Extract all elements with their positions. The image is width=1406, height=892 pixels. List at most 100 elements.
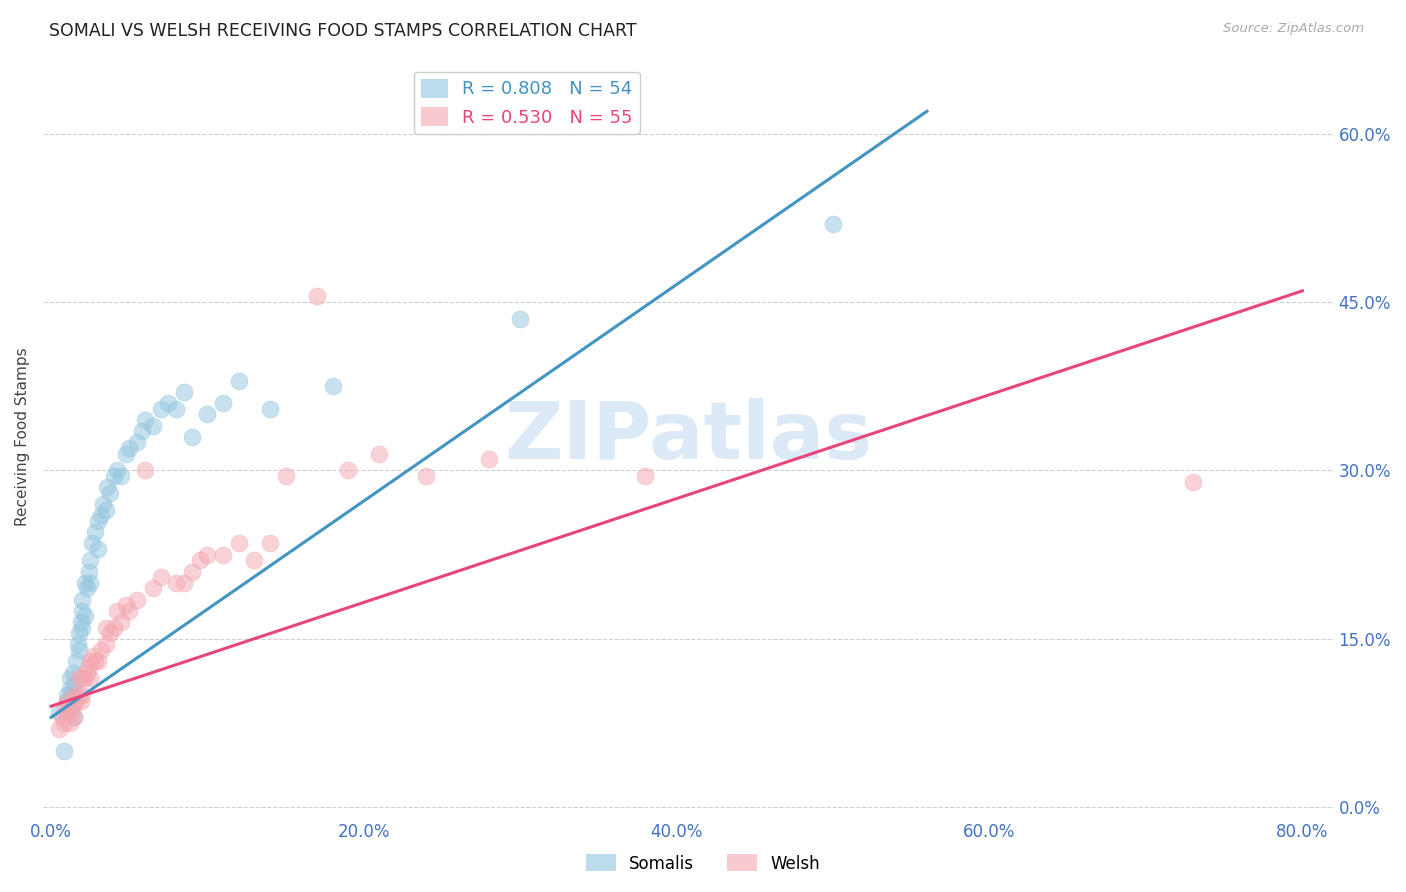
Point: [72, 688, 94, 702]
Point: [134, 463, 156, 477]
Point: [67, 671, 90, 685]
Text: SOMALI VS WELSH RECEIVING FOOD STAMPS CORRELATION CHART: SOMALI VS WELSH RECEIVING FOOD STAMPS CO…: [49, 22, 637, 40]
Point: [59, 682, 82, 697]
Point: [105, 463, 128, 477]
Point: [90, 643, 112, 657]
Point: [65, 693, 87, 707]
Point: [125, 592, 148, 607]
Point: [87, 654, 110, 668]
Point: [79, 671, 101, 685]
Point: [197, 408, 219, 422]
Point: [91, 497, 114, 511]
Point: [55, 705, 77, 719]
Point: [53, 699, 76, 714]
Point: [72, 592, 94, 607]
Y-axis label: Receiving Food Stamps: Receiving Food Stamps: [15, 348, 30, 526]
Point: [197, 548, 219, 562]
Point: [100, 486, 122, 500]
Point: [110, 469, 132, 483]
Point: [83, 654, 105, 668]
Point: [259, 536, 281, 550]
Point: [415, 469, 437, 483]
Point: [103, 621, 125, 635]
Point: [72, 621, 94, 635]
Point: [83, 525, 105, 540]
Point: [63, 688, 86, 702]
Point: [62, 699, 84, 714]
Point: [94, 502, 117, 516]
Point: [105, 604, 128, 618]
Legend: R = 0.808   N = 54, R = 0.530   N = 55: R = 0.808 N = 54, R = 0.530 N = 55: [413, 71, 640, 134]
Point: [87, 514, 110, 528]
Point: [110, 615, 132, 629]
Point: [149, 401, 172, 416]
Point: [48, 705, 70, 719]
Point: [59, 716, 82, 731]
Point: [55, 688, 77, 702]
Legend: Somalis, Welsh: Somalis, Welsh: [579, 847, 827, 880]
Point: [82, 648, 104, 663]
Point: [180, 430, 202, 444]
Point: [142, 582, 165, 596]
Point: [72, 604, 94, 618]
Point: [69, 693, 91, 707]
Point: [212, 396, 235, 410]
Point: [305, 289, 328, 303]
Point: [823, 217, 845, 231]
Point: [72, 671, 94, 685]
Point: [96, 480, 118, 494]
Point: [337, 463, 360, 477]
Point: [165, 401, 187, 416]
Point: [58, 693, 80, 707]
Point: [118, 441, 141, 455]
Point: [94, 621, 117, 635]
Point: [63, 710, 86, 724]
Point: [48, 722, 70, 736]
Point: [243, 553, 266, 567]
Text: ZIPatlas: ZIPatlas: [505, 398, 873, 475]
Point: [274, 469, 297, 483]
Point: [131, 424, 153, 438]
Point: [322, 379, 344, 393]
Point: [94, 637, 117, 651]
Point: [67, 643, 90, 657]
Point: [77, 660, 100, 674]
Point: [180, 565, 202, 579]
Point: [157, 396, 180, 410]
Point: [65, 654, 87, 668]
Point: [125, 435, 148, 450]
Point: [60, 688, 83, 702]
Point: [90, 508, 112, 523]
Point: [259, 401, 281, 416]
Point: [67, 688, 90, 702]
Point: [75, 671, 97, 685]
Point: [115, 447, 138, 461]
Point: [80, 536, 103, 550]
Point: [115, 598, 138, 612]
Point: [87, 542, 110, 557]
Point: [66, 637, 89, 651]
Point: [634, 469, 657, 483]
Point: [67, 626, 90, 640]
Point: [149, 570, 172, 584]
Point: [75, 609, 97, 624]
Point: [76, 665, 98, 680]
Point: [76, 582, 98, 596]
Point: [60, 705, 83, 719]
Point: [173, 384, 195, 399]
Point: [51, 710, 73, 724]
Point: [509, 312, 531, 326]
Point: [1181, 475, 1204, 489]
Point: [77, 565, 100, 579]
Point: [368, 447, 391, 461]
Text: Source: ZipAtlas.com: Source: ZipAtlas.com: [1223, 22, 1364, 36]
Point: [100, 626, 122, 640]
Point: [75, 575, 97, 590]
Point: [228, 374, 250, 388]
Point: [52, 716, 75, 731]
Point: [63, 710, 86, 724]
Point: [228, 536, 250, 550]
Point: [165, 575, 187, 590]
Point: [478, 452, 501, 467]
Point: [79, 654, 101, 668]
